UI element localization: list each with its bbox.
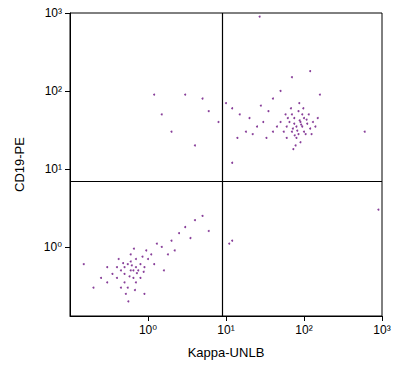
svg-text:10³: 10³ [373, 323, 390, 337]
svg-text:10¹: 10¹ [217, 323, 234, 337]
svg-text:10²: 10² [295, 323, 312, 337]
svg-text:10⁰: 10⁰ [44, 240, 62, 254]
svg-text:10⁰: 10⁰ [139, 323, 157, 337]
svg-text:10²: 10² [45, 84, 62, 98]
svg-text:Kappa-UNLB: Kappa-UNLB [188, 345, 265, 360]
svg-text:CD19-PE: CD19-PE [12, 137, 27, 192]
svg-text:10³: 10³ [45, 6, 62, 20]
svg-text:10¹: 10¹ [45, 162, 62, 176]
